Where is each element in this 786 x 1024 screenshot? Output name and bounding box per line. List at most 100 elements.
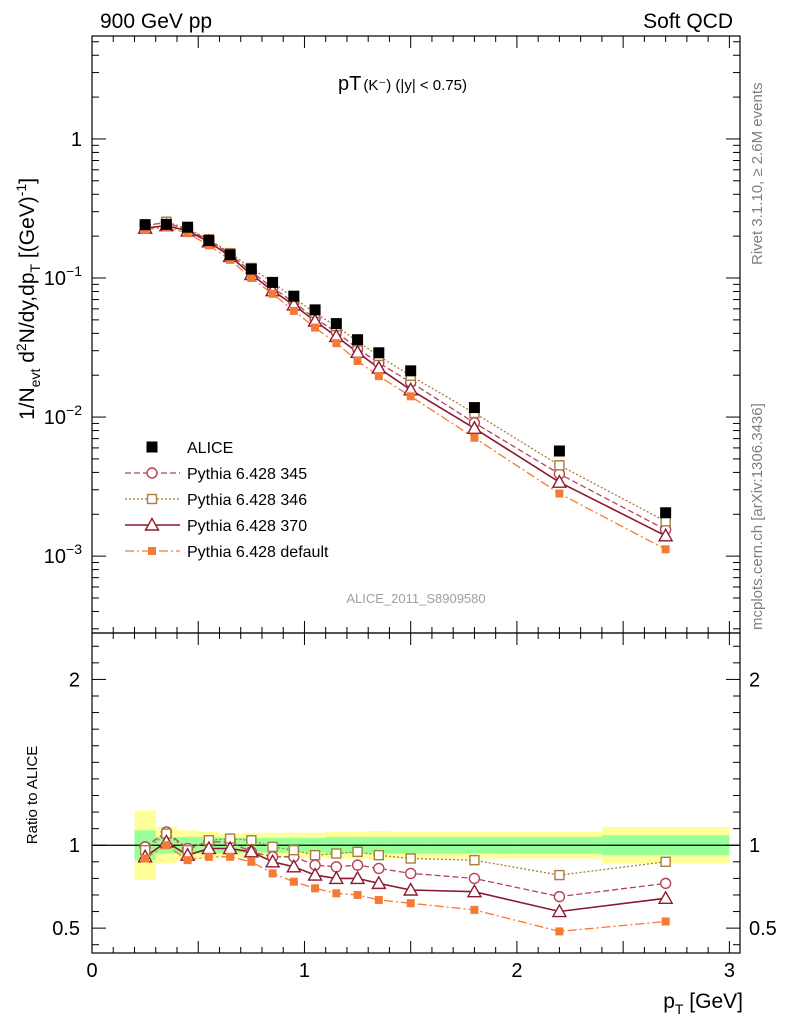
- legend-marker-alice: [146, 441, 158, 453]
- ratio-point-pdefault: [661, 917, 670, 926]
- main-point-alice: [660, 507, 672, 519]
- ratio-point-p370: [371, 875, 387, 890]
- ratio-point-p370: [466, 883, 483, 898]
- main-point-alice: [245, 263, 257, 275]
- main-point-pdefault: [311, 323, 320, 332]
- ratio-axes: 0 1 2 3 0.5 0.5 1 1 2 2: [52, 633, 777, 982]
- ratio-point-p346: [469, 854, 480, 866]
- main-axes: 10−3 10−2 10−1 1: [44, 36, 740, 633]
- main-line-pdefault: [145, 226, 666, 550]
- main-point-alice: [288, 290, 300, 302]
- analysis-id: ALICE_2011_S8909580: [346, 591, 485, 606]
- ratio-point-pdefault: [289, 877, 298, 886]
- main-ytick-label: 1: [71, 129, 82, 151]
- ratio-point-p345: [373, 862, 385, 875]
- main-line-p370: [145, 224, 666, 537]
- ratio-point-p370: [243, 843, 260, 858]
- main-point-pdefault: [268, 289, 277, 298]
- ratio-series-lines: [144, 831, 666, 933]
- ratio-point-p370: [264, 853, 281, 868]
- main-point-pdefault: [247, 274, 256, 283]
- ratio-ytick-label-right: 2: [749, 669, 760, 691]
- ratio-point-p346: [246, 835, 257, 846]
- ratio-point-pdefault: [183, 856, 192, 865]
- main-ytick-label: 10−3: [44, 541, 82, 568]
- ratio-series-markers: [137, 826, 674, 936]
- ratio-point-pdefault: [204, 852, 213, 861]
- main-series-markers: [137, 216, 674, 554]
- ratio-point-p346: [331, 848, 342, 859]
- legend-label-p345: Pythia 6.428 345: [187, 466, 307, 483]
- ratio-point-p346: [405, 853, 416, 864]
- ratio-point-p370: [551, 903, 568, 918]
- legend-marker-p345: [146, 467, 158, 479]
- header-right: Soft QCD: [643, 10, 733, 33]
- ratio-point-p370: [657, 890, 674, 904]
- main-point-alice: [468, 402, 480, 414]
- ratio-xtick-label: 1: [299, 960, 310, 982]
- main-point-alice: [224, 249, 236, 261]
- legend-label-pdefault: Pythia 6.428 default: [187, 544, 329, 561]
- legend-label-p346: Pythia 6.428 346: [187, 492, 307, 509]
- ratio-point-p370: [328, 870, 345, 885]
- main-point-p370: [466, 420, 483, 435]
- main-point-alice: [373, 347, 385, 359]
- main-ytick-label: 10−2: [44, 402, 82, 429]
- mcplots-label: mcplots.cern.ch [arXiv:1306.3436]: [749, 403, 766, 630]
- main-point-alice: [203, 235, 215, 247]
- main-point-alice: [330, 318, 342, 330]
- rivet-label: Rivet 3.1.10, ≥ 2.6M events: [749, 83, 766, 266]
- ratio-point-p370: [286, 858, 302, 873]
- main-point-alice: [160, 218, 172, 230]
- ratio-point-pdefault: [555, 927, 564, 936]
- ratio-point-p345: [659, 877, 672, 890]
- ratio-xtick-label: 3: [724, 960, 735, 982]
- ratio-point-pdefault: [353, 890, 362, 899]
- main-point-p370: [657, 527, 674, 542]
- ratio-panel: 0 1 2 3 0.5 0.5 1 1 2 2 Ratio to ALICE pT [GeV]: [24, 632, 777, 1017]
- main-ylabel: 1/Nevt d2N/dy,dpT [(GeV)-1]: [13, 178, 43, 420]
- main-point-alice: [182, 221, 194, 233]
- main-line-p346: [144, 221, 666, 522]
- ratio-point-p370: [349, 870, 366, 885]
- ratio-point-pdefault: [311, 884, 320, 893]
- ratio-line-p370: [144, 840, 666, 913]
- main-point-pdefault: [374, 372, 383, 381]
- ratio-point-p345: [553, 890, 566, 903]
- ratio-ytick-label: 0.5: [52, 918, 80, 940]
- main-title-sub: (K⁻) (|y| < 0.75): [363, 77, 467, 94]
- main-point-pdefault: [470, 433, 479, 442]
- ratio-ytick-label: 1: [69, 835, 80, 857]
- main-panel: 10−3 10−2 10−1 1 pT (K⁻) (|y| < 0.75) 1/Nevt…: [13, 35, 741, 634]
- ratio-point-pdefault: [226, 852, 235, 861]
- ratio-ytick-label: 2: [69, 669, 80, 691]
- main-point-alice: [267, 276, 279, 288]
- main-point-pdefault: [555, 489, 564, 498]
- ratio-point-pdefault: [268, 869, 277, 878]
- legend-label-alice: ALICE: [187, 440, 233, 457]
- main-point-pdefault: [183, 229, 192, 238]
- legend-marker-p370: [144, 517, 160, 531]
- main-title: pT (K⁻) (|y| < 0.75): [338, 73, 467, 95]
- main-point-pdefault: [353, 357, 362, 366]
- main-point-alice: [553, 445, 565, 457]
- ratio-line-pdefault: [144, 844, 666, 933]
- main-line-p345: [145, 222, 666, 531]
- ratio-point-pdefault: [406, 899, 415, 908]
- legend: ALICE Pythia 6.428 345 Pythia 6.428 346 Pyt…: [125, 440, 329, 561]
- legend-marker-p346: [146, 493, 158, 505]
- ratio-ytick-label-right: 0.5: [749, 918, 777, 940]
- ratio-xtick-label: 0: [86, 960, 97, 982]
- ratio-ytick-label-right: 1: [749, 835, 760, 857]
- header-left: 900 GeV pp: [100, 10, 212, 33]
- ratio-point-p370: [307, 867, 323, 881]
- ratio-point-p346: [373, 849, 385, 861]
- ratio-frame: [91, 632, 741, 954]
- main-ytick-label: 10−1: [44, 263, 82, 290]
- main-title-main: pT: [338, 73, 361, 95]
- ratio-point-p345: [330, 861, 343, 873]
- ratio-point-p346: [288, 845, 300, 856]
- ratio-point-p345: [468, 872, 481, 885]
- ratio-point-p346: [352, 846, 363, 858]
